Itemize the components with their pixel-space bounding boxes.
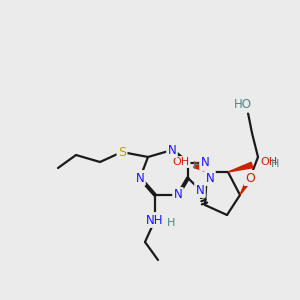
Polygon shape: [194, 163, 207, 172]
Text: OH: OH: [260, 157, 277, 167]
Text: NH: NH: [146, 214, 164, 226]
Text: H: H: [167, 218, 175, 228]
Text: S: S: [118, 146, 126, 158]
Text: O: O: [245, 172, 255, 184]
Text: N: N: [174, 188, 182, 202]
Polygon shape: [228, 162, 253, 172]
Text: N: N: [196, 184, 204, 196]
Text: N: N: [206, 172, 214, 184]
Text: OH: OH: [172, 157, 190, 167]
Text: N: N: [201, 157, 209, 169]
Text: N: N: [168, 143, 176, 157]
Text: H: H: [193, 161, 201, 171]
Text: H: H: [271, 159, 279, 169]
Text: N: N: [136, 172, 144, 184]
Text: HO: HO: [234, 98, 252, 112]
Polygon shape: [240, 177, 252, 195]
